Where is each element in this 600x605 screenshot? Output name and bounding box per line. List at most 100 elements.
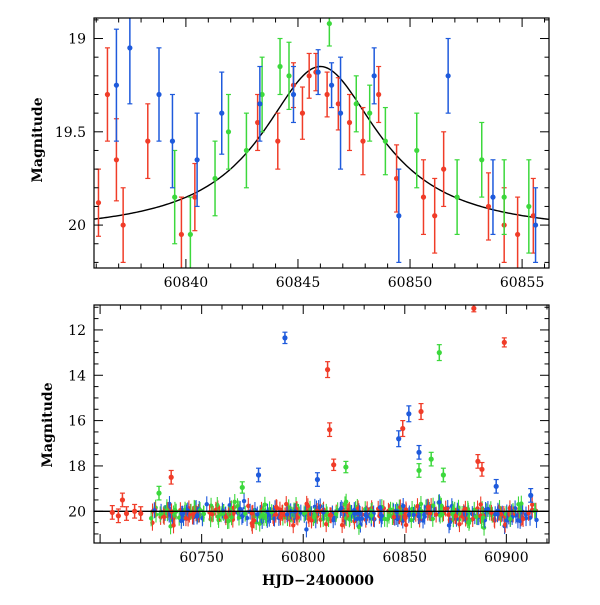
baseline-point bbox=[242, 511, 248, 516]
baseline-point bbox=[422, 514, 427, 519]
data-point bbox=[109, 509, 115, 515]
y-tick-label: 19 bbox=[68, 32, 86, 48]
baseline-point bbox=[520, 516, 526, 522]
data-point bbox=[290, 91, 297, 98]
data-point bbox=[172, 194, 178, 200]
baseline-point bbox=[328, 513, 334, 518]
data-point bbox=[239, 484, 245, 491]
baseline-point bbox=[515, 518, 521, 523]
data-point bbox=[371, 73, 377, 79]
y-tick-label: 14 bbox=[68, 368, 86, 384]
data-point bbox=[315, 69, 321, 75]
data-point bbox=[454, 194, 460, 200]
data-point bbox=[331, 462, 337, 468]
baseline-point bbox=[480, 515, 486, 520]
top-y-axis-title: Magnitude bbox=[30, 97, 46, 182]
data-point bbox=[490, 194, 496, 200]
baseline-point bbox=[302, 511, 307, 516]
data-point bbox=[104, 91, 111, 98]
baseline-point bbox=[416, 514, 421, 519]
y-tick-label: 16 bbox=[68, 414, 86, 430]
data-point bbox=[406, 411, 412, 417]
data-point bbox=[414, 147, 420, 154]
baseline-point bbox=[183, 515, 189, 521]
baseline-point bbox=[409, 517, 414, 523]
data-point bbox=[485, 203, 492, 210]
top-panel: 60840 60845 60850 60855 19 19.5 20 bbox=[55, 17, 550, 291]
data-point bbox=[192, 194, 198, 200]
baseline-point bbox=[225, 518, 230, 524]
data-point bbox=[475, 458, 481, 464]
baseline-point bbox=[403, 522, 409, 528]
data-point bbox=[343, 464, 349, 470]
data-point bbox=[501, 339, 507, 345]
data-point bbox=[530, 213, 536, 219]
data-point bbox=[314, 476, 321, 483]
baseline-point bbox=[333, 511, 339, 517]
x-tick-label: 60850 bbox=[383, 550, 428, 566]
data-point bbox=[255, 119, 261, 126]
data-point bbox=[416, 449, 422, 455]
baseline-point bbox=[215, 514, 221, 519]
x-tick-label: 60840 bbox=[164, 275, 209, 291]
baseline-point bbox=[273, 512, 278, 517]
data-point bbox=[219, 110, 225, 116]
bottom-y-axis-title: Magnitude bbox=[40, 382, 56, 467]
data-point bbox=[187, 231, 193, 238]
baseline-point bbox=[312, 504, 318, 509]
data-point bbox=[396, 436, 402, 442]
baseline-point bbox=[492, 518, 497, 523]
baseline-point bbox=[148, 516, 154, 521]
data-point bbox=[132, 508, 138, 514]
baseline-point bbox=[403, 515, 408, 521]
baseline-point bbox=[502, 522, 508, 527]
baseline-point bbox=[430, 503, 436, 508]
x-tick-label: 60855 bbox=[500, 275, 545, 291]
baseline-point bbox=[304, 501, 309, 507]
data-point bbox=[145, 138, 151, 144]
data-point bbox=[420, 194, 427, 200]
baseline-point bbox=[406, 513, 412, 518]
baseline-point bbox=[453, 513, 458, 519]
data-point bbox=[396, 213, 402, 219]
baseline-point bbox=[237, 506, 243, 512]
data-point bbox=[353, 101, 359, 107]
baseline-point bbox=[437, 499, 442, 505]
plot-area bbox=[94, 305, 549, 538]
plot-area bbox=[94, 18, 549, 268]
data-point bbox=[156, 91, 162, 98]
data-point bbox=[306, 73, 312, 79]
baseline-point bbox=[284, 512, 290, 517]
baseline-point bbox=[377, 505, 383, 510]
data-point bbox=[346, 119, 353, 126]
baseline-point bbox=[291, 523, 296, 528]
data-point bbox=[194, 157, 200, 163]
y-tick-label: 18 bbox=[68, 459, 86, 475]
baseline-point bbox=[485, 506, 491, 512]
baseline-point bbox=[229, 515, 234, 520]
data-point bbox=[441, 166, 447, 172]
data-point bbox=[501, 194, 507, 200]
data-point bbox=[337, 110, 344, 116]
data-point bbox=[528, 492, 534, 498]
baseline-point bbox=[391, 514, 397, 520]
data-point bbox=[178, 231, 185, 238]
baseline-point bbox=[342, 502, 348, 507]
data-point bbox=[324, 91, 330, 98]
baseline-point bbox=[259, 518, 265, 524]
baseline-point bbox=[304, 527, 309, 532]
data-point bbox=[526, 203, 532, 210]
baseline-point bbox=[401, 503, 406, 509]
baseline-point bbox=[223, 514, 229, 520]
data-point bbox=[259, 91, 265, 98]
data-point bbox=[257, 101, 263, 107]
data-point bbox=[324, 367, 331, 373]
data-point bbox=[169, 138, 176, 144]
baseline-point bbox=[284, 501, 289, 507]
data-point bbox=[255, 472, 262, 478]
data-point bbox=[327, 427, 333, 433]
data-point bbox=[479, 466, 485, 472]
baseline-point bbox=[437, 513, 443, 518]
bottom-x-axis-title: HJD−2400000 bbox=[262, 573, 374, 589]
